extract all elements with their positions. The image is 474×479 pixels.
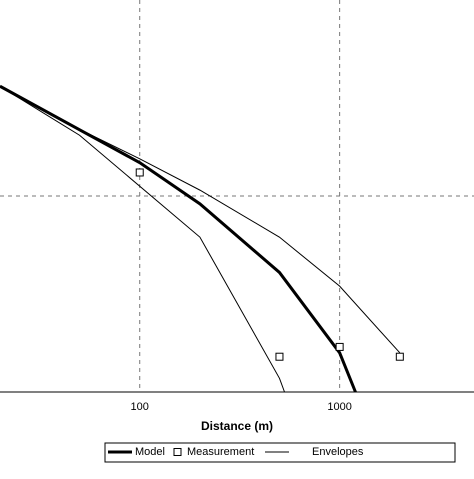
x-tick-label: 100 (131, 401, 149, 413)
envelope-line (0, 85, 285, 393)
legend-label: Model (135, 446, 165, 458)
legend-box (104, 442, 456, 463)
marker (335, 342, 344, 351)
marker (275, 352, 284, 361)
legend-label: Measurement (187, 446, 254, 458)
x-tick-label: 1000 (327, 401, 351, 413)
marker (395, 352, 404, 361)
model-line (0, 84, 357, 393)
legend-label: Envelopes (312, 446, 364, 458)
envelope-line (0, 85, 401, 354)
marker (135, 168, 144, 177)
x-axis-label: Distance (m) (201, 419, 273, 433)
legend-marker (173, 448, 182, 456)
